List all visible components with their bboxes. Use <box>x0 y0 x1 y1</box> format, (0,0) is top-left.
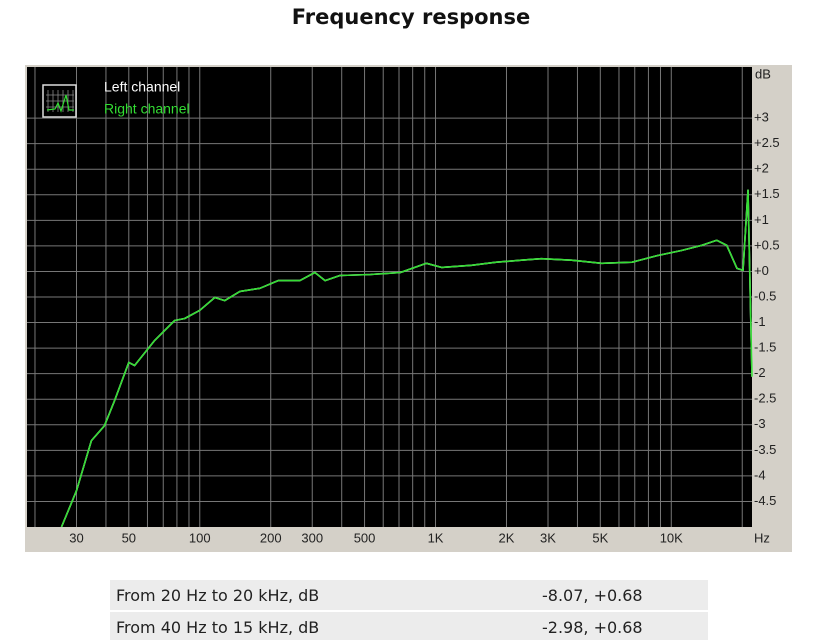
y-tick-label: -2 <box>754 365 766 380</box>
y-tick-label: +1 <box>754 212 769 227</box>
x-tick-label: 500 <box>354 530 376 545</box>
table-cell: From 20 Hz to 20 kHz, dB <box>110 580 536 610</box>
table-cell: -8.07, +0.68 <box>536 580 708 610</box>
legend-icon <box>42 84 77 118</box>
y-tick-label: +0.5 <box>754 237 780 252</box>
y-tick-label: +2.5 <box>754 135 780 150</box>
x-unit: Hz <box>754 530 770 545</box>
y-tick-label: -4 <box>754 467 766 482</box>
y-tick-label: -0.5 <box>754 288 776 303</box>
table-row: From 40 Hz to 15 kHz, dB -2.98, +0.68 <box>110 612 708 640</box>
y-tick-label: -3 <box>754 416 766 431</box>
y-tick-label: +1.5 <box>754 186 780 201</box>
x-tick-label: 1K <box>428 530 444 545</box>
y-tick-label: +0 <box>754 263 769 278</box>
y-tick-label: -4.5 <box>754 493 776 508</box>
y-tick-label: -1.5 <box>754 340 776 355</box>
x-tick-label: 50 <box>122 530 136 545</box>
x-tick-label: 200 <box>260 530 282 545</box>
y-tick-label: -1 <box>754 314 766 329</box>
legend-label: Right channel <box>104 101 190 117</box>
x-tick-label: 2K <box>499 530 515 545</box>
series-line <box>60 189 753 528</box>
chart: dB Hz +3 +2.5 +2 +1.5 +1 +0.5 +0 -0.5 -1 -1.5 -2 -2… <box>25 65 792 552</box>
y-tick-label: -3.5 <box>754 442 776 457</box>
x-tick-label: 3K <box>540 530 556 545</box>
x-tick-label: 30 <box>69 530 83 545</box>
table-row: From 20 Hz to 20 kHz, dB -8.07, +0.68 <box>110 580 708 610</box>
x-tick-label: 100 <box>189 530 211 545</box>
y-tick-label: +3 <box>754 110 769 125</box>
grid <box>27 67 752 527</box>
summary-table: From 20 Hz to 20 kHz, dB -8.07, +0.68 Fro… <box>110 578 708 640</box>
y-unit: dB <box>755 66 771 81</box>
lines <box>60 189 753 528</box>
x-tick-label: 5K <box>592 530 608 545</box>
x-tick-label: 300 <box>301 530 323 545</box>
y-tick-label: -2.5 <box>754 391 776 406</box>
table-cell: From 40 Hz to 15 kHz, dB <box>110 612 536 640</box>
y-tick-label: +2 <box>754 161 769 176</box>
chart-title: Frequency response <box>291 5 531 29</box>
labels: +3 +2.5 +2 +1.5 +1 +0.5 +0 -0.5 -1 -1.5 -2 -2.5 -3 -3… <box>69 79 779 546</box>
x-tick-label: 10K <box>660 530 683 545</box>
legend-label: Left channel <box>104 79 180 95</box>
table-cell: -2.98, +0.68 <box>536 612 708 640</box>
